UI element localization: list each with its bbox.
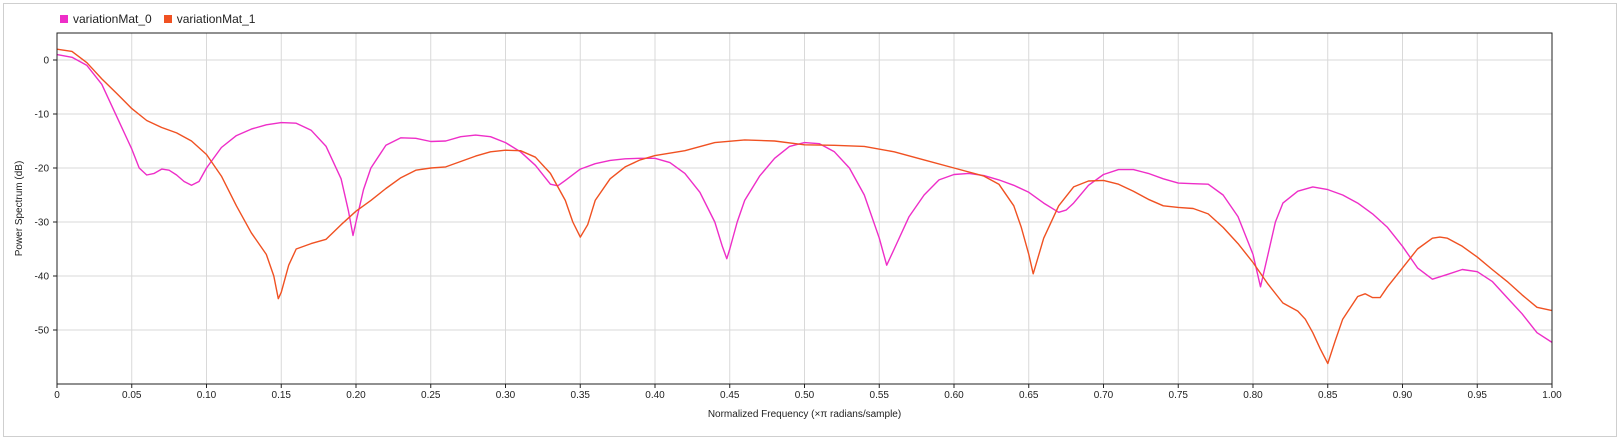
series-line-1[interactable]: [56, 48, 1553, 365]
legend-label-series-1: variationMat_1: [176, 12, 256, 26]
y-tick-label: -50: [35, 326, 50, 337]
grid-layer: [56, 33, 1553, 384]
x-tick-label: 0.55: [870, 390, 890, 401]
x-tick-label: 0.45: [720, 390, 740, 401]
x-tick-label: 0.85: [1318, 390, 1338, 401]
x-tick-label: 0.05: [122, 390, 142, 401]
x-tick-label: 0.10: [197, 390, 217, 401]
x-tick-label: 0.75: [1169, 390, 1189, 401]
y-tick-label: -40: [35, 272, 50, 283]
y-tick-label: -10: [35, 110, 50, 121]
x-tick-label: 1.00: [1542, 390, 1562, 401]
x-tick-label: 0.90: [1393, 390, 1413, 401]
y-tick-label: 0: [43, 56, 49, 67]
x-tick-label: 0.80: [1243, 390, 1263, 401]
x-tick-label: 0.15: [272, 390, 292, 401]
x-tick-label: 0.95: [1468, 390, 1488, 401]
legend: variationMat_0 variationMat_1: [60, 12, 255, 26]
x-tick-label: 0.60: [944, 390, 964, 401]
series-layer: [56, 48, 1553, 365]
x-tick-label: 0: [54, 390, 60, 401]
x-axis-label: Normalized Frequency (×π radians/sample): [708, 409, 901, 420]
y-tick-label: -30: [35, 218, 50, 229]
x-tick-label: 0.20: [346, 390, 366, 401]
legend-item-series-0[interactable]: variationMat_0: [60, 12, 152, 26]
x-tick-label: 0.70: [1094, 390, 1114, 401]
x-tick-label: 0.35: [571, 390, 591, 401]
y-axis-label: Power Spectrum (dB): [14, 161, 25, 257]
chart-frame: [3, 3, 1617, 437]
y-tick-label: -20: [35, 164, 50, 175]
legend-label-series-0: variationMat_0: [73, 12, 152, 26]
x-tick-label: 0.65: [1019, 390, 1039, 401]
x-tick-label: 0.25: [421, 390, 441, 401]
legend-swatch-series-1: [163, 15, 172, 23]
x-tick-label: 0.30: [496, 390, 516, 401]
x-tick-label: 0.40: [645, 390, 665, 401]
x-tick-label: 0.50: [795, 390, 815, 401]
tick-layer: 0 0.05 0.10 0.15 0.20 0.25 0.30 0.35 0.40 0.45 0.5…: [35, 56, 1563, 402]
legend-swatch-series-0: [60, 15, 68, 23]
series-line-0[interactable]: [56, 53, 1553, 343]
legend-item-series-1[interactable]: variationMat_1: [163, 12, 256, 26]
